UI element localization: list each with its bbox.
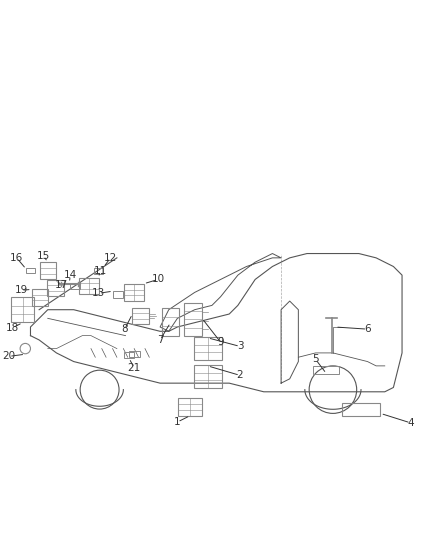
Bar <box>26 268 35 273</box>
Text: 2: 2 <box>237 370 244 381</box>
Bar <box>94 268 103 274</box>
Text: 13: 13 <box>92 288 106 298</box>
Text: 10: 10 <box>152 274 165 285</box>
Text: 19: 19 <box>14 285 28 295</box>
Text: 17: 17 <box>55 280 68 289</box>
Text: 16: 16 <box>10 253 23 263</box>
Text: 4: 4 <box>407 418 414 428</box>
Text: 20: 20 <box>2 351 15 361</box>
Bar <box>342 403 381 416</box>
Text: 6: 6 <box>364 324 371 334</box>
Bar <box>162 308 179 336</box>
Text: 12: 12 <box>104 253 117 263</box>
Bar <box>124 352 134 358</box>
Text: 11: 11 <box>94 266 107 276</box>
Bar <box>129 351 140 357</box>
Text: 8: 8 <box>121 324 128 334</box>
Text: 21: 21 <box>127 363 141 373</box>
Bar <box>70 282 80 289</box>
Text: 18: 18 <box>6 323 19 333</box>
Text: 3: 3 <box>237 342 244 351</box>
Bar <box>194 337 222 360</box>
Bar <box>39 262 56 279</box>
Text: 9: 9 <box>217 337 224 347</box>
Bar <box>124 284 144 301</box>
Text: 14: 14 <box>64 270 77 280</box>
Bar <box>32 289 48 306</box>
Bar <box>113 292 123 298</box>
Bar <box>178 398 202 416</box>
Bar <box>79 278 99 294</box>
Bar <box>47 280 64 296</box>
Bar <box>314 366 339 374</box>
Bar <box>11 297 34 322</box>
Bar <box>184 303 202 336</box>
Text: 1: 1 <box>174 417 181 427</box>
Text: 15: 15 <box>37 251 50 261</box>
Bar <box>194 366 222 388</box>
Bar <box>132 308 149 325</box>
Text: 7: 7 <box>157 335 163 345</box>
Text: 5: 5 <box>312 354 319 365</box>
